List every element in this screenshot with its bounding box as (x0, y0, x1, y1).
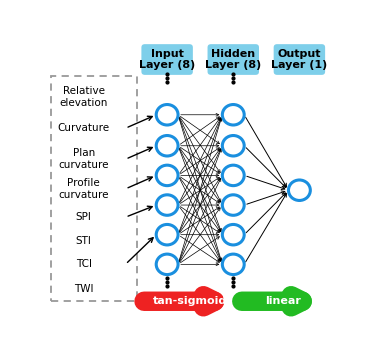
FancyBboxPatch shape (274, 44, 325, 75)
Text: Relative
elevation: Relative elevation (60, 86, 108, 108)
Text: Curvature: Curvature (58, 123, 110, 133)
Circle shape (222, 254, 244, 275)
FancyBboxPatch shape (207, 44, 259, 75)
Text: Output
Layer (1): Output Layer (1) (271, 49, 328, 70)
Circle shape (222, 224, 244, 245)
Text: TCI: TCI (76, 259, 92, 270)
Text: Hidden
Layer (8): Hidden Layer (8) (205, 49, 262, 70)
Circle shape (222, 135, 244, 156)
Circle shape (222, 195, 244, 215)
Circle shape (156, 105, 178, 125)
Circle shape (156, 135, 178, 156)
Text: STI: STI (76, 237, 92, 246)
Circle shape (156, 224, 178, 245)
Text: Plan
curvature: Plan curvature (59, 148, 109, 170)
Circle shape (156, 254, 178, 275)
Text: SPI: SPI (76, 212, 92, 222)
Circle shape (289, 180, 310, 201)
Circle shape (222, 105, 244, 125)
FancyBboxPatch shape (141, 44, 193, 75)
Circle shape (156, 195, 178, 215)
Text: tan-sigmoid: tan-sigmoid (153, 296, 227, 306)
Text: Profile
curvature: Profile curvature (59, 178, 109, 200)
Text: TWI: TWI (74, 284, 93, 294)
Circle shape (156, 165, 178, 186)
Circle shape (222, 165, 244, 186)
Text: linear: linear (265, 296, 301, 306)
Text: Input
Layer (8): Input Layer (8) (139, 49, 195, 70)
